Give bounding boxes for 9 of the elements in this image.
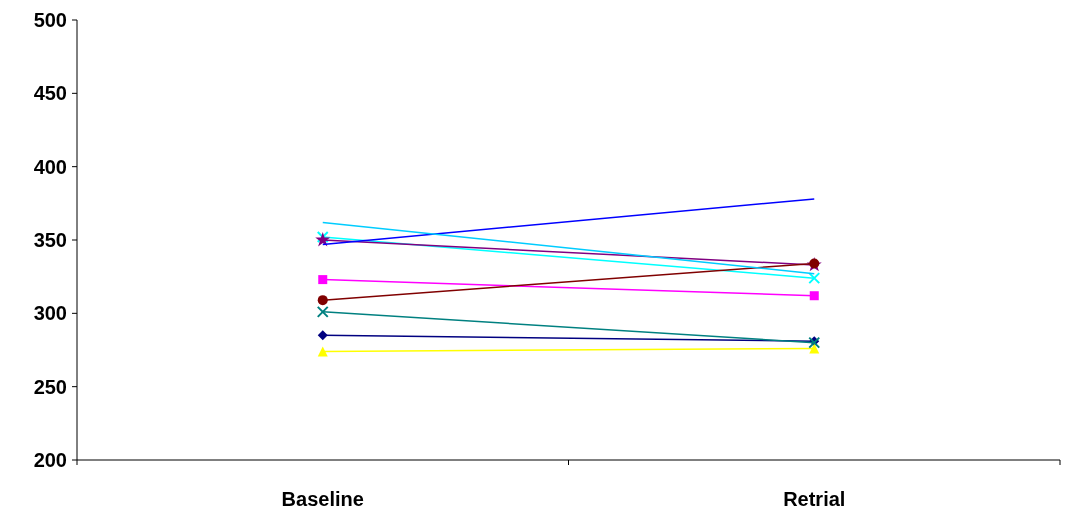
y-tick-label: 200: [33, 449, 67, 471]
y-tick-label: 250: [33, 375, 67, 398]
y-tick-label: 350: [33, 229, 67, 251]
y-tick-label: 300: [33, 302, 67, 325]
y-tick-label: 450: [33, 82, 67, 105]
y-tick-label: 400: [33, 155, 67, 178]
x-tick-label: Baseline: [281, 488, 364, 510]
y-tick-label: 500: [33, 9, 67, 31]
x-tick-label: Retrial: [783, 488, 846, 510]
